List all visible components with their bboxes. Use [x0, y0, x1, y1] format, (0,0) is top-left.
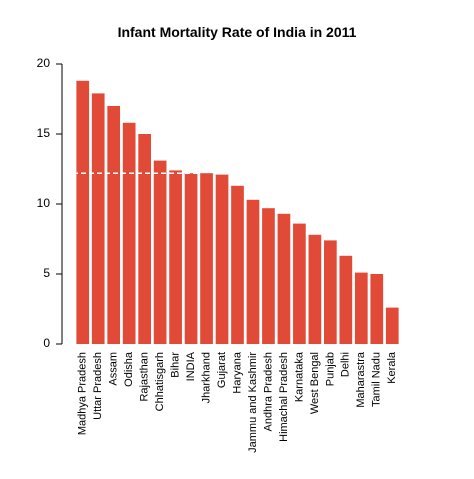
x-tick-label: Chhatisgarh: [154, 352, 166, 411]
bar-rajasthan: [138, 134, 151, 344]
bar-kerala: [385, 307, 399, 344]
bar-west-bengal: [308, 234, 322, 344]
bar-delhi: [339, 255, 353, 344]
x-tick-label: INDIA: [185, 351, 197, 381]
x-axis-labels: Madhya Pradesh Uttar Pradesh Assam Odisha Ra…: [77, 351, 399, 453]
x-tick-label: Haryana: [231, 351, 243, 393]
bar-jammu-and-kashmir: [246, 199, 260, 344]
x-tick-label: West Bengal: [309, 352, 321, 414]
bar-andhra-pradesh: [262, 208, 275, 344]
x-tick-label: Gujarat: [216, 352, 228, 388]
x-tick-label: Tamil Nadu: [371, 352, 383, 407]
bar-karnataka: [293, 223, 306, 344]
bar-uttar-pradesh: [91, 93, 105, 345]
bar-odisha: [122, 122, 136, 344]
y-tick-label: 20: [37, 56, 51, 70]
bar-gujarat: [215, 174, 229, 344]
bars-group: [76, 80, 399, 345]
y-axis: 0 5 10 15 20: [37, 56, 63, 350]
bar-punjab: [324, 240, 337, 344]
x-tick-label: Assam: [108, 352, 120, 386]
x-tick-label: Uttar Pradesh: [92, 352, 104, 420]
bar-tamil-nadu: [370, 274, 384, 344]
x-tick-label: Rajasthan: [139, 352, 151, 402]
y-tick-label: 0: [43, 336, 50, 350]
x-tick-label: Jharkhand: [200, 352, 212, 403]
x-tick-label: Odisha: [123, 351, 135, 387]
x-tick-label: Karnataka: [293, 351, 305, 402]
bar-madhya-pradesh: [76, 80, 90, 345]
bar-maharastra: [354, 272, 368, 344]
bar-bihar: [169, 170, 182, 344]
bar-jharkhand: [200, 173, 213, 344]
bar-himachal-pradesh: [277, 213, 291, 344]
bar-chhatisgarh: [153, 160, 167, 344]
x-tick-label: Jammu and Kashmir: [247, 352, 259, 453]
x-tick-label: Himachal Pradesh: [278, 352, 290, 442]
chart-title: Infant Mortality Rate of India in 2011: [117, 24, 357, 40]
x-tick-label: Kerala: [386, 351, 398, 384]
x-tick-label: Delhi: [340, 352, 352, 377]
bar-haryana: [231, 185, 244, 344]
y-tick-label: 15: [37, 126, 51, 140]
bar-assam: [107, 106, 121, 344]
y-tick-label: 5: [43, 266, 50, 280]
bar-india: [184, 173, 198, 344]
x-tick-label: Maharastra: [355, 351, 367, 408]
x-tick-label: Andhra Pradesh: [262, 352, 274, 432]
x-tick-label: Punjab: [324, 352, 336, 386]
y-tick-label: 10: [37, 196, 51, 210]
x-tick-label: Bihar: [170, 352, 182, 378]
x-tick-label: Madhya Pradesh: [77, 352, 89, 435]
